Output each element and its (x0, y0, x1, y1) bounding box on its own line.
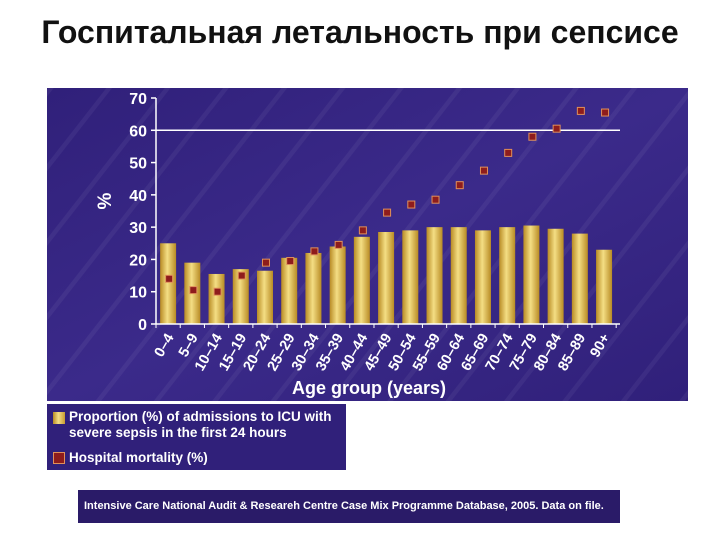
mortality-point-25-29 (286, 257, 295, 266)
mortality-point-50-54 (407, 200, 416, 209)
mortality-point-0-4 (165, 274, 174, 283)
y-tick-label-40: 40 (129, 188, 147, 205)
mortality-point-35-39 (334, 240, 343, 249)
y-tick-label-20: 20 (129, 252, 147, 269)
x-axis-title: Age group (years) (292, 378, 446, 398)
bar-85-89 (571, 233, 588, 324)
y-tick-label-60: 60 (129, 123, 147, 140)
x-tick-labels: 0–45–910–1415–1920–2425–2930–3435–3940–4… (152, 331, 614, 374)
mortality-point-15-19 (237, 271, 246, 280)
legend-swatch-marker (53, 452, 65, 464)
mortality-point-85-89 (576, 106, 585, 115)
y-tick-label-10: 10 (129, 285, 147, 302)
bar-35-39 (329, 246, 346, 324)
bar-80-84 (547, 228, 564, 324)
mortality-point-40-44 (358, 226, 367, 235)
mortality-point-45-49 (383, 208, 392, 217)
marker-series-mortality (165, 106, 610, 296)
mortality-point-75-79 (528, 132, 537, 141)
chart: 0 10 20 30 40 50 60 70 0–45–910–1415–1920–2425–… (47, 88, 688, 401)
mortality-point-10-14 (213, 287, 222, 296)
bar-10-14 (208, 273, 225, 324)
bar-0-4 (160, 243, 177, 324)
source-citation: Intensive Care National Audit & Researeh… (84, 500, 604, 512)
mortality-point-55-59 (431, 195, 440, 204)
legend-label-mortality: Hospital mortality (%) (69, 450, 208, 465)
mortality-point-70-74 (504, 148, 513, 157)
legend-swatch-bar (53, 412, 65, 424)
x-axis-ticks (155, 324, 617, 328)
bar-series-admissions (160, 225, 613, 324)
bar-40-44 (353, 236, 370, 324)
bar-15-19 (232, 269, 249, 324)
bar-70-74 (499, 227, 516, 324)
y-tick-label-50: 50 (129, 156, 147, 173)
bar-90-plus (596, 249, 613, 324)
legend: Proportion (%) of admissions to ICU with… (47, 404, 346, 470)
mortality-point-80-84 (552, 124, 561, 133)
bar-60-64 (450, 227, 467, 324)
mortality-point-65-69 (479, 166, 488, 175)
y-tick-label-30: 30 (129, 220, 147, 237)
mortality-point-60-64 (455, 181, 464, 190)
bar-30-34 (305, 252, 322, 324)
bar-75-79 (523, 225, 540, 324)
y-tick-label-0: 0 (138, 317, 147, 334)
slide-title: Госпитальная летальность при сепсисе (41, 14, 679, 50)
bar-45-49 (378, 231, 395, 324)
bar-65-69 (474, 230, 491, 324)
bar-55-59 (426, 227, 443, 324)
bar-25-29 (281, 257, 298, 324)
legend-label-admissions: Proportion (%) of admissions to ICU with… (69, 409, 332, 440)
axes (155, 98, 620, 325)
mortality-point-90-plus (601, 108, 610, 117)
y-axis-ticks: 0 10 20 30 40 50 60 70 (129, 91, 156, 334)
bar-50-54 (402, 230, 419, 324)
mortality-point-30-34 (310, 247, 319, 256)
y-axis-title: % (95, 192, 116, 209)
y-tick-label-70: 70 (129, 91, 147, 108)
mortality-point-20-24 (261, 258, 270, 267)
bar-20-24 (256, 270, 273, 324)
mortality-point-5-9 (189, 286, 198, 295)
source-footer: Intensive Care National Audit & Researeh… (78, 490, 620, 523)
